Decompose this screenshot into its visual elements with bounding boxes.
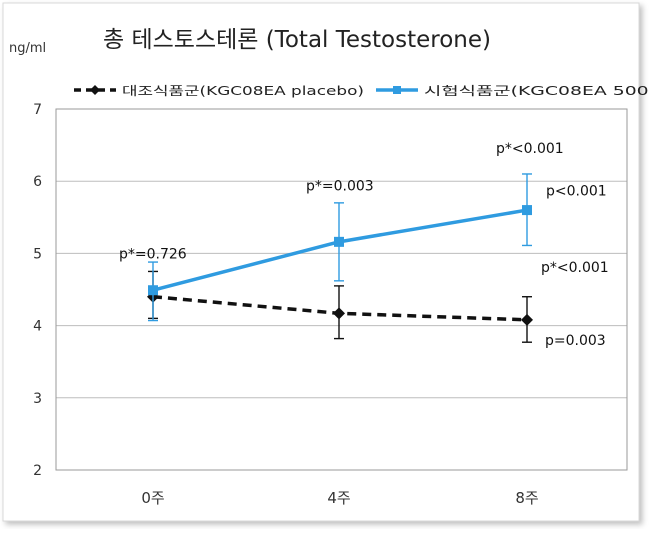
y-tick-label: 7 xyxy=(33,102,42,118)
x-tick-label: 8주 xyxy=(515,489,538,507)
legend-marker-diamond xyxy=(90,85,100,95)
annotations: p*=0.726 p*=0.003 p*<0.001 p<0.001 p*<0.001 p… xyxy=(119,141,609,349)
chart-title: 총 테스토스테론 (Total Testosterone) xyxy=(103,27,491,53)
grid xyxy=(56,180,627,399)
p-value-annotation: p<0.001 xyxy=(546,184,607,200)
data-point-diamond xyxy=(521,313,533,326)
series-1 xyxy=(148,173,532,322)
y-unit-label: ng/ml xyxy=(9,41,46,56)
data-point-square xyxy=(148,285,158,296)
y-tick-label: 6 xyxy=(33,174,42,190)
legend-marker-square xyxy=(393,86,401,94)
y-tick-label: 3 xyxy=(33,391,42,407)
series-group xyxy=(147,173,533,343)
legend-label: 시험식품군(KGC08EA 500) xyxy=(424,84,650,98)
y-tick-label: 5 xyxy=(33,246,42,262)
data-point-square xyxy=(522,205,532,216)
y-tick-label: 2 xyxy=(33,463,42,479)
axes: 2 3 4 5 6 7 0주 4주 8주 xyxy=(33,102,539,507)
p-value-annotation: p=0.003 xyxy=(545,333,606,349)
p-value-annotation: p*=0.726 xyxy=(119,246,187,262)
x-tick-label: 0주 xyxy=(141,489,164,507)
data-point-diamond xyxy=(333,307,345,320)
data-point-square xyxy=(334,236,344,247)
p-value-annotation: p*<0.001 xyxy=(496,141,564,157)
x-tick-label: 4주 xyxy=(327,489,350,507)
p-value-annotation: p*=0.003 xyxy=(306,179,374,195)
chart-card xyxy=(2,2,640,522)
plot-area xyxy=(55,108,628,471)
y-tick-label: 4 xyxy=(33,319,42,335)
legend-label: 대조식품군(KGC08EA placebo) xyxy=(122,84,364,98)
legend: 대조식품군(KGC08EA placebo) 시험식품군(KGC08EA 500) xyxy=(74,84,650,98)
p-value-annotation: p*<0.001 xyxy=(541,260,609,276)
